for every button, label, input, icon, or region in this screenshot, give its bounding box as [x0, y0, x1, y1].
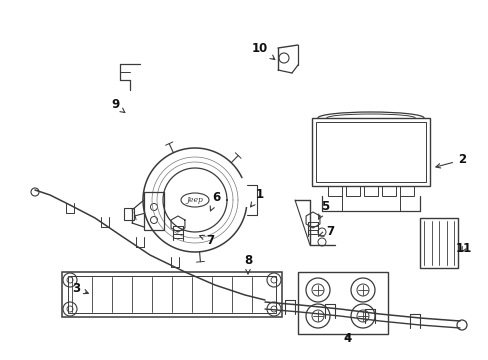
Text: 9: 9 — [111, 99, 124, 113]
Bar — [311, 118, 429, 186]
Bar — [363, 186, 377, 196]
Bar — [327, 186, 341, 196]
Ellipse shape — [181, 193, 208, 207]
Text: 7: 7 — [199, 234, 214, 247]
Text: 8: 8 — [244, 253, 252, 274]
Text: Jeep: Jeep — [186, 196, 203, 204]
Bar — [62, 272, 282, 317]
Text: 7: 7 — [319, 225, 333, 238]
Bar — [315, 122, 425, 182]
Bar — [68, 276, 275, 313]
Bar — [124, 208, 134, 220]
Text: 5: 5 — [318, 201, 328, 219]
Text: 2: 2 — [435, 153, 465, 168]
Bar — [399, 186, 413, 196]
Text: 1: 1 — [250, 189, 264, 207]
Text: 11: 11 — [455, 242, 471, 255]
Text: 6: 6 — [210, 192, 220, 211]
Text: 3: 3 — [72, 282, 88, 294]
Bar — [297, 272, 387, 334]
Text: 10: 10 — [251, 41, 274, 59]
Text: 4: 4 — [343, 332, 351, 345]
Bar — [419, 218, 457, 268]
Bar — [381, 186, 395, 196]
Bar — [346, 186, 359, 196]
Bar — [143, 192, 163, 230]
